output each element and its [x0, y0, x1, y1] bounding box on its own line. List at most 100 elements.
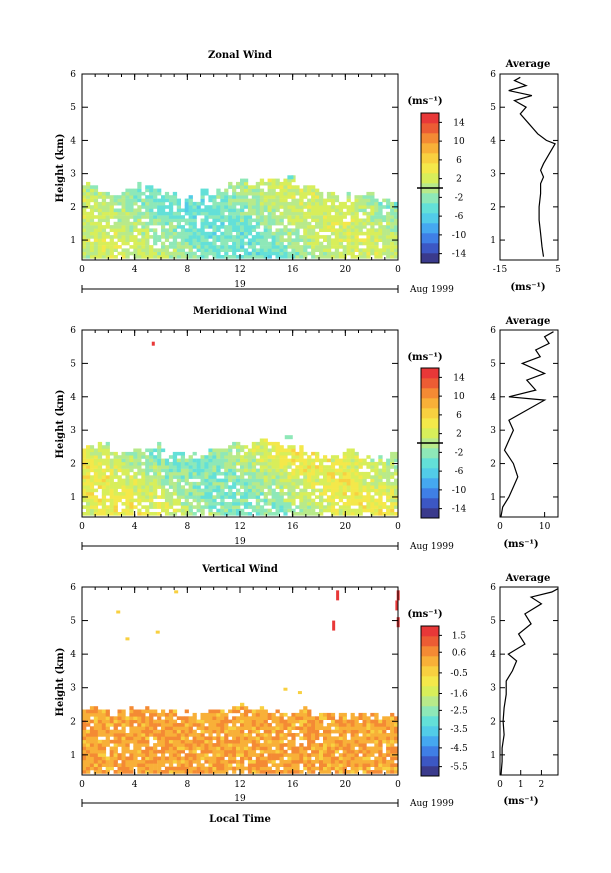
vertical-heatmap-cell: [259, 743, 265, 747]
vertical-heatmap-cell: [157, 716, 162, 720]
meridional-heatmap-cell: [113, 492, 118, 496]
meridional-heatmap-cell: [232, 475, 237, 479]
vertical-heatmap-cell: [350, 716, 355, 720]
zonal-heatmap-cell: [121, 225, 126, 229]
vertical-heatmap-cell: [251, 770, 257, 774]
meridional-heatmap-cell: [161, 485, 166, 489]
zonal-heatmap-cell: [394, 218, 399, 223]
vertical-heatmap-cell: [184, 756, 189, 761]
zonal-heatmap-cell: [283, 228, 288, 232]
meridional-heatmap-cell: [145, 461, 150, 466]
vertical-heatmap-cell: [161, 763, 166, 767]
meridional-heatmap-cell: [157, 512, 162, 516]
meridional-heatmap-cell: [204, 468, 209, 473]
zonal-heatmap-cell: [97, 191, 103, 196]
zonal-heatmap-cell: [267, 195, 272, 199]
meridional-heatmap-cell: [109, 488, 114, 493]
vertical-heatmap-cell: [247, 753, 253, 757]
zonal-heatmap-cell: [121, 241, 126, 246]
meridional-heatmap-cell: [291, 478, 296, 483]
meridional-heatmap-cell: [283, 451, 288, 456]
zonal-heatmap-cell: [311, 238, 316, 242]
vertical-heatmap-cell: [291, 753, 296, 757]
zonal-heatmap-cell: [326, 238, 332, 242]
vertical-day-bar: 19 Aug 1999 Local Time: [81, 794, 454, 825]
meridional-heatmap-cell: [247, 495, 253, 499]
meridional-heatmap-cell: [358, 478, 363, 483]
zonal-heatmap-cell: [378, 218, 383, 223]
meridional-heatmap-cell: [228, 465, 233, 469]
meridional-heatmap-cell: [291, 468, 296, 473]
vertical-heatmap-cell: [86, 739, 91, 744]
meridional-heatmap-cell: [109, 478, 114, 483]
vertical-heatmap-cell: [93, 712, 99, 717]
zonal-heatmap-cell: [208, 208, 213, 213]
vertical-heatmap-cell: [204, 756, 209, 761]
zonal-heatmap-cell: [236, 221, 241, 226]
meridional-profile-xlabel: (ms⁻¹): [503, 539, 538, 550]
vertical-heatmap-cell: [168, 746, 174, 751]
meridional-heatmap-cell: [204, 505, 209, 509]
vertical-heatmap-cell: [303, 709, 308, 714]
meridional-heatmap-cell: [105, 458, 110, 463]
zonal-heatmap-cell: [279, 245, 284, 249]
vertical-colorbar-swatch: [421, 626, 439, 637]
zonal-heatmap-cell: [86, 188, 91, 193]
meridional-heatmap-cell: [172, 465, 178, 469]
vertical-heatmap-cell: [200, 766, 205, 771]
zonal-heatmap-cell: [247, 198, 253, 203]
vertical-profile-x-tick-label: 0: [497, 780, 503, 790]
zonal-heatmap-cell: [319, 241, 324, 246]
meridional-heatmap-cell: [358, 485, 363, 489]
meridional-heatmap-cell: [342, 458, 347, 463]
zonal-heatmap-cell: [93, 241, 99, 246]
meridional-heatmap-cell: [89, 465, 95, 469]
zonal-heatmap-cell: [370, 238, 375, 242]
zonal-heatmap-cell: [113, 208, 118, 213]
meridional-heatmap-cell: [196, 465, 201, 469]
zonal-heatmap-cell: [394, 255, 399, 259]
meridional-heatmap-cell: [295, 505, 300, 509]
zonal-heatmap-cell: [366, 215, 371, 219]
vertical-heatmap-cell: [271, 716, 276, 720]
zonal-heatmap-cell: [247, 238, 253, 242]
zonal-heatmap-cell: [287, 195, 292, 199]
zonal-heatmap-cell: [145, 251, 150, 256]
zonal-heatmap-cell: [184, 235, 189, 239]
meridional-heatmap-cell: [216, 495, 221, 499]
meridional-heatmap-cell: [204, 455, 209, 459]
vertical-heatmap-cell: [109, 729, 114, 734]
vertical-heatmap-cell: [263, 766, 268, 771]
vertical-heatmap-cell: [326, 759, 332, 764]
zonal-heatmap-cell: [267, 228, 272, 232]
meridional-heatmap-cell: [374, 475, 379, 479]
vertical-heatmap-cell: [346, 770, 351, 774]
meridional-heatmap-cell: [287, 475, 292, 479]
zonal-heatmap-cell: [311, 251, 316, 256]
zonal-heatmap-cell: [93, 231, 99, 236]
meridional-heatmap-cell: [216, 485, 221, 489]
meridional-profile-y-tick-label: 3: [490, 426, 496, 436]
meridional-heatmap-cell: [267, 502, 272, 506]
zonal-heatmap-cell: [125, 235, 130, 239]
vertical-heatmap-cell: [164, 719, 170, 724]
zonal-heatmap-cell: [125, 198, 130, 203]
zonal-heatmap-cell: [326, 221, 332, 226]
meridional-heatmap-cell: [89, 508, 95, 513]
meridional-heatmap-cell: [180, 461, 185, 466]
meridional-heatmap-cell: [153, 478, 158, 483]
meridional-heatmap-cell: [259, 475, 265, 479]
meridional-heatmap-cell: [121, 458, 126, 463]
vertical-heatmap-cell: [236, 759, 241, 764]
meridional-heatmap-cell: [188, 495, 193, 499]
vertical-heatmap-cell: [271, 743, 276, 747]
vertical-heatmap-cell: [145, 726, 150, 730]
vertical-heatmap-cell: [149, 709, 154, 714]
zonal-heatmap-cell: [86, 221, 91, 226]
zonal-heatmap-cell: [82, 188, 87, 193]
zonal-heatmap-cell: [97, 218, 103, 223]
vertical-heatmap-cell: [346, 763, 351, 767]
zonal-heatmap-cell: [240, 221, 245, 226]
vertical-heatmap-cell: [287, 739, 292, 744]
zonal-heatmap-cell: [93, 185, 99, 189]
